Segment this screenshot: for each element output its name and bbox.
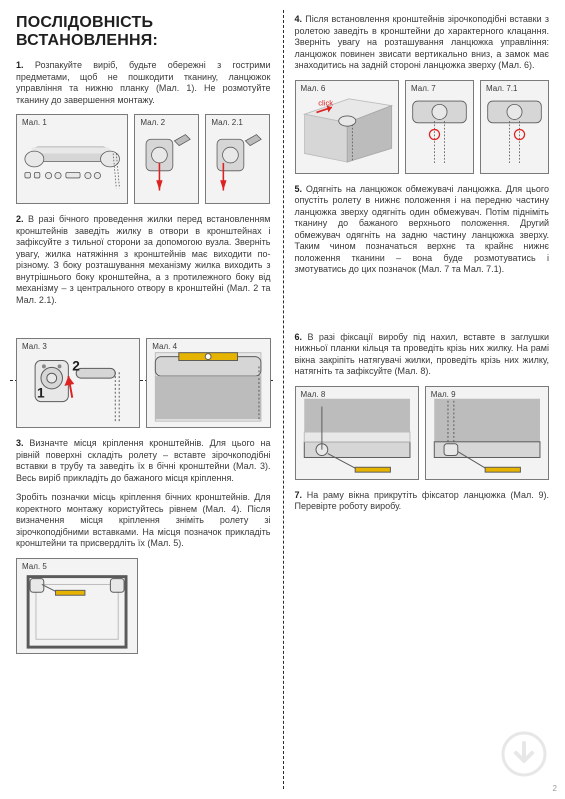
- page-number: 2: [553, 784, 557, 793]
- right-column: 4. Після встановлення кронштейнів зірочк…: [283, 0, 565, 799]
- step-2-text: В разі бічного проведення жилки перед вс…: [16, 214, 271, 305]
- figure-9: Мал. 9: [425, 386, 549, 480]
- figure-row-1: Мал. 1: [16, 114, 271, 204]
- step-2-number: 2.: [16, 214, 24, 224]
- figure-6-svg: click: [296, 81, 398, 173]
- step-6-text: В разі фіксації виробу під нахил, вставт…: [295, 332, 550, 377]
- figure-2-svg: [135, 115, 198, 203]
- figure-8: Мал. 8: [295, 386, 419, 480]
- figure-4-caption: Мал. 4: [152, 342, 177, 351]
- step-6: 6. В разі фіксації виробу під нахил, вст…: [295, 332, 550, 378]
- step-4-text: Після встановлення кронштейнів зірочкопо…: [295, 14, 550, 70]
- step-3-number: 3.: [16, 438, 24, 448]
- vertical-divider: [283, 10, 284, 789]
- svg-text:click: click: [318, 98, 333, 107]
- figure-4-svg: [147, 339, 269, 427]
- step-2: 2. В разі бічного проведення жилки перед…: [16, 214, 271, 306]
- figure-8-svg: [296, 387, 418, 479]
- step-4: 4. Після встановлення кронштейнів зірочк…: [295, 14, 550, 72]
- figure-4: Мал. 4: [146, 338, 270, 428]
- step-5-text: Одягніть на ланцюжок обмежувачі ланцюжка…: [295, 184, 550, 275]
- step-7-number: 7.: [295, 490, 303, 500]
- step-3b-text: Зробіть позначки місць кріплення бічних …: [16, 492, 271, 548]
- step-1: 1. Розпакуйте виріб, будьте обережні з г…: [16, 60, 271, 106]
- figure-7: Мал. 7: [405, 80, 474, 174]
- figure-6: Мал. 6 click: [295, 80, 399, 174]
- step-7: 7. На раму вікна прикрутіть фіксатор лан…: [295, 490, 550, 513]
- figure-7-1-caption: Мал. 7.1: [486, 84, 517, 93]
- figure-1-caption: Мал. 1: [22, 118, 47, 127]
- left-column: ПОСЛІДОВНІСТЬ ВСТАНОВЛЕННЯ: 1. Розпакуйт…: [0, 0, 283, 799]
- svg-text:2: 2: [72, 358, 80, 373]
- page-title: ПОСЛІДОВНІСТЬ ВСТАНОВЛЕННЯ:: [16, 14, 271, 50]
- spacer: [16, 314, 271, 324]
- figure-5-svg: [17, 559, 137, 653]
- figure-7-svg: [406, 81, 473, 173]
- figure-9-caption: Мал. 9: [431, 390, 456, 399]
- step-6-number: 6.: [295, 332, 303, 342]
- figure-3-svg: 1 2: [17, 339, 139, 427]
- figure-7-1-svg: [481, 81, 548, 173]
- figure-2-1-svg: [206, 115, 269, 203]
- figure-6-caption: Мал. 6: [301, 84, 326, 93]
- step-5-number: 5.: [295, 184, 303, 194]
- step-3-text: Визначте місця кріплення кронштейнів. Дл…: [16, 438, 271, 483]
- figure-1: Мал. 1: [16, 114, 128, 204]
- figure-9-svg: [426, 387, 548, 479]
- figure-row-4: Мал. 6 click Мал. 7: [295, 80, 550, 174]
- step-3: 3. Визначте місця кріплення кронштейнів.…: [16, 438, 271, 484]
- figure-5: Мал. 5: [16, 558, 138, 654]
- figure-5-caption: Мал. 5: [22, 562, 47, 571]
- figure-7-1: Мал. 7.1: [480, 80, 549, 174]
- step-1-number: 1.: [16, 60, 24, 70]
- figure-2-caption: Мал. 2: [140, 118, 165, 127]
- watermark-icon: [501, 731, 547, 777]
- figure-3-caption: Мал. 3: [22, 342, 47, 351]
- step-1-text: Розпакуйте виріб, будьте обережні з гост…: [16, 60, 271, 105]
- figure-1-svg: [17, 115, 127, 203]
- step-4-number: 4.: [295, 14, 303, 24]
- figure-7-caption: Мал. 7: [411, 84, 436, 93]
- step-5: 5. Одягніть на ланцюжок обмежувачі ланцю…: [295, 184, 550, 276]
- figure-2: Мал. 2: [134, 114, 199, 204]
- figure-2-1-caption: Мал. 2.1: [211, 118, 242, 127]
- figure-row-3: Мал. 5: [16, 558, 271, 654]
- step-7-text: На раму вікна прикрутіть фіксатор ланцюж…: [295, 490, 550, 512]
- instruction-page: ПОСЛІДОВНІСТЬ ВСТАНОВЛЕННЯ: 1. Розпакуйт…: [0, 0, 565, 799]
- figure-2-1: Мал. 2.1: [205, 114, 270, 204]
- figure-5-blank: [144, 558, 276, 654]
- figure-3: Мал. 3 1 2: [16, 338, 140, 428]
- figure-8-caption: Мал. 8: [301, 390, 326, 399]
- figure-row-2: Мал. 3 1 2 Мал. 4: [16, 338, 271, 428]
- svg-text:1: 1: [37, 386, 45, 401]
- figure-row-5: Мал. 8 Мал. 9: [295, 386, 550, 480]
- step-3b: Зробіть позначки місць кріплення бічних …: [16, 492, 271, 550]
